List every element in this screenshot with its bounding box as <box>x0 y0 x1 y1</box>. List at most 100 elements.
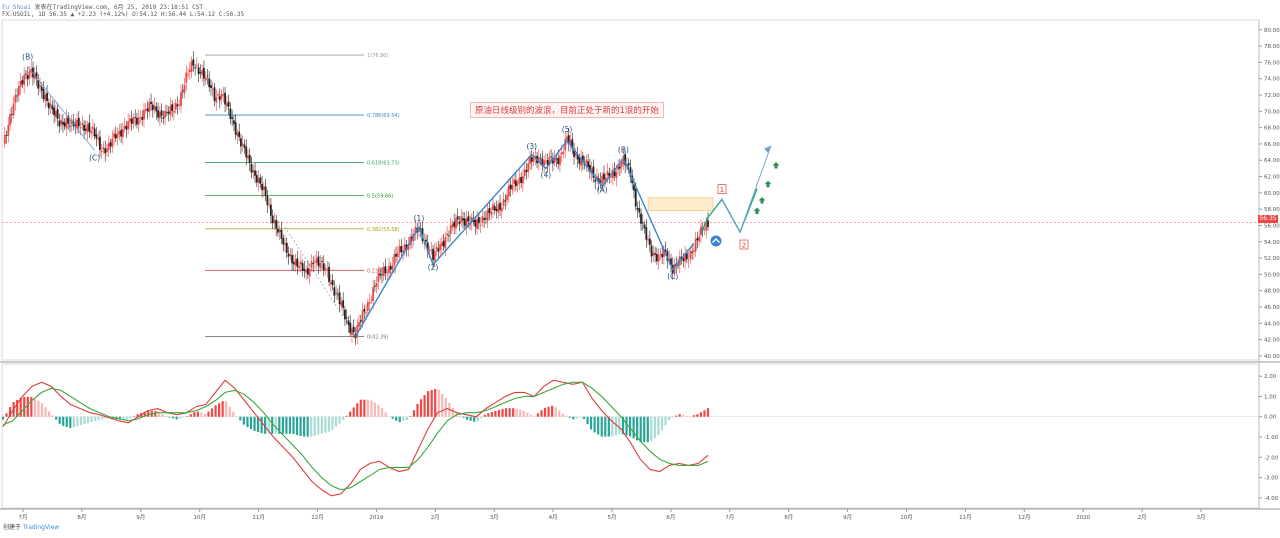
author-name[interactable]: Fu_Shuai <box>2 4 31 11</box>
candle-body <box>87 124 89 132</box>
candle-body <box>333 287 335 295</box>
candle-body <box>85 129 87 131</box>
candle-body <box>29 71 31 78</box>
candle-body <box>326 269 328 270</box>
price-tick-label: 56.00 <box>1264 223 1280 229</box>
candle-body <box>266 196 268 205</box>
macd-histogram-bar <box>427 391 429 417</box>
candle-body <box>452 224 454 228</box>
candle-body <box>177 104 179 106</box>
time-tick-label: 8月 <box>784 514 793 521</box>
candle-body <box>443 241 445 247</box>
price-tick-label: 64.00 <box>1264 158 1280 164</box>
candle-body <box>134 117 136 118</box>
candle-body <box>171 104 173 111</box>
candle-body <box>282 238 284 244</box>
candle-body <box>323 263 325 270</box>
macd-histogram-bar <box>101 417 103 419</box>
candle-body <box>242 144 244 146</box>
macd-histogram-bar <box>367 400 369 417</box>
time-tick-label: 2019 <box>369 515 383 521</box>
candle-body <box>506 195 508 200</box>
candle-body <box>402 250 404 252</box>
macd-histogram-bar <box>285 417 287 434</box>
time-tick-label: 6月 <box>666 514 675 521</box>
wave-label: (A) <box>597 185 608 194</box>
macd-histogram-bar <box>292 417 294 434</box>
candle-body <box>526 170 528 172</box>
candle-body <box>81 123 83 125</box>
candle-body <box>16 96 18 97</box>
macd-histogram-bar <box>261 417 263 433</box>
wave-label: (4) <box>541 171 552 180</box>
candle-body <box>385 266 387 273</box>
candle-body <box>178 104 180 105</box>
macd-tick-label: -2.00 <box>1264 455 1279 461</box>
candle-body <box>499 203 501 210</box>
candle-body <box>644 225 646 229</box>
wave-label: (B) <box>618 145 629 154</box>
candle-body <box>277 229 279 233</box>
candle-body <box>274 220 276 223</box>
macd-histogram-bar <box>572 417 574 420</box>
candle-body <box>487 210 489 221</box>
candle-body <box>395 254 397 257</box>
candle-body <box>122 129 124 137</box>
candle-body <box>180 92 182 106</box>
candle-body <box>48 103 50 109</box>
candle-body <box>689 251 691 259</box>
candle-body <box>503 199 505 206</box>
macd-histogram-bar <box>611 417 613 437</box>
macd-histogram-bar <box>51 415 53 416</box>
time-tick-label: 11月 <box>959 514 972 521</box>
macd-histogram-bar <box>477 417 479 421</box>
candle-body <box>328 267 330 282</box>
candle-body <box>607 171 609 175</box>
candle-body <box>633 185 635 191</box>
candle-body <box>187 74 189 75</box>
macd-histogram-bar <box>509 408 511 417</box>
candle-body <box>53 108 55 116</box>
macd-histogram-bar <box>547 407 549 417</box>
candle-body <box>152 105 154 110</box>
candle-body <box>504 201 506 202</box>
candle-body <box>341 302 343 306</box>
macd-histogram-bar <box>126 417 128 420</box>
candle-body <box>143 110 145 120</box>
tradingview-logo[interactable]: TradingView <box>23 524 59 531</box>
macd-histogram-bar <box>392 417 394 419</box>
time-tick-label: 10月 <box>900 514 913 521</box>
macd-histogram-bar <box>654 417 656 438</box>
candle-body <box>201 70 203 75</box>
macd-histogram-bar <box>41 403 43 417</box>
candle-body <box>14 95 16 103</box>
macd-histogram-bar <box>250 417 252 429</box>
candle-body <box>120 130 122 136</box>
candle-body <box>661 254 663 257</box>
candle-body <box>637 208 639 210</box>
candle-body <box>529 157 531 163</box>
macd-histogram-bar <box>604 417 606 437</box>
candle-body <box>474 220 476 227</box>
macd-histogram-bar <box>675 416 677 417</box>
candle-body <box>222 94 224 95</box>
price-tick-label: 72.00 <box>1264 93 1280 99</box>
macd-histogram-bar <box>73 417 75 427</box>
candle-body <box>11 114 13 115</box>
candle-body <box>693 250 695 251</box>
candle-body <box>214 87 216 101</box>
candle-body <box>628 163 630 165</box>
candle-body <box>226 103 228 106</box>
candle-body <box>478 217 480 223</box>
macd-histogram-bar <box>423 395 425 417</box>
candle-body <box>489 208 491 213</box>
macd-histogram-bar <box>62 417 64 426</box>
macd-histogram-bar <box>406 417 408 420</box>
candle-body <box>258 178 260 183</box>
macd-histogram-bar <box>23 397 25 417</box>
candle-body <box>677 265 679 266</box>
macd-histogram-bar <box>505 408 507 417</box>
candle-body <box>615 172 617 178</box>
macd-histogram-bar <box>491 412 493 417</box>
candle-body <box>388 266 390 273</box>
